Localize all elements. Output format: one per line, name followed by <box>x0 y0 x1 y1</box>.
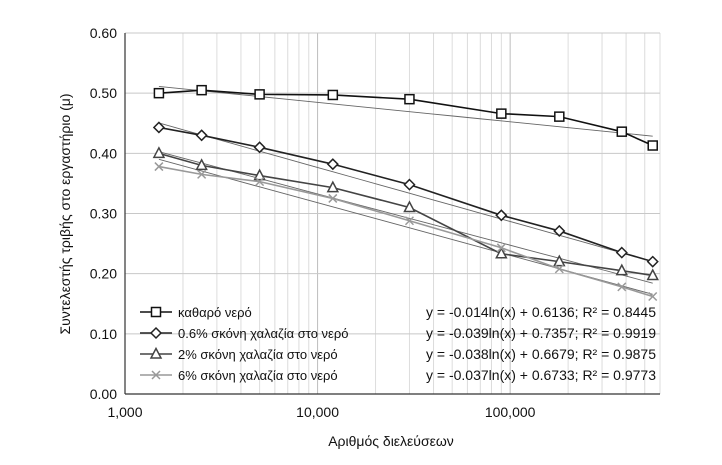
data-point-square <box>254 89 265 100</box>
x-stroke <box>617 282 627 292</box>
legend-item: καθαρό νερό y = -0.014ln(x) + 0.6136; R² … <box>140 304 656 320</box>
x-stroke <box>328 193 338 203</box>
trendline-equation: y = -0.039ln(x) + 0.7357; R² = 0.9919 <box>426 325 656 341</box>
y-tick-labels: 0.00 0.10 0.20 0.30 0.40 0.50 0.60 <box>90 25 117 402</box>
series-line <box>158 126 653 263</box>
y-tick-label: 0.50 <box>90 85 117 101</box>
trendline <box>158 85 653 137</box>
data-point-diamond <box>326 158 339 171</box>
data-point-triangle <box>615 263 629 276</box>
data-point-triangle <box>149 346 163 359</box>
trendlines <box>158 85 653 295</box>
y-tick-label: 0.20 <box>90 266 117 282</box>
x-stroke <box>151 370 161 380</box>
series <box>153 84 658 151</box>
data-point-x <box>197 169 207 179</box>
data-point-x <box>404 216 414 226</box>
y-tick-label: 0.40 <box>90 145 117 161</box>
data-point-square <box>404 93 415 105</box>
x-stroke <box>496 243 506 253</box>
data-point-triangle <box>646 268 659 281</box>
y-axis-label: Συντελεστής τριβής στο εργαστήριο (μ) <box>57 93 73 334</box>
y-tick-label: 0.00 <box>90 386 117 402</box>
data-point-diamond <box>149 326 163 340</box>
x-tick-label: 10,000 <box>296 404 339 420</box>
data-point-square <box>647 140 658 151</box>
data-point-square <box>554 111 565 122</box>
data-point-x <box>648 291 658 302</box>
data-point-diamond <box>495 209 508 222</box>
x-stroke <box>197 169 207 179</box>
data-point-square <box>196 84 207 96</box>
y-tick-label: 0.30 <box>90 206 117 222</box>
data-point-triangle <box>152 146 166 159</box>
data-point-x <box>328 193 338 203</box>
x-stroke <box>154 162 164 172</box>
series <box>152 146 659 281</box>
data-point-diamond <box>253 141 266 154</box>
series-line <box>158 152 653 277</box>
series <box>152 121 659 268</box>
series-lines <box>152 84 659 302</box>
trendline-equation: y = -0.037ln(x) + 0.6733; R² = 0.9773 <box>426 367 656 383</box>
x-stroke <box>255 177 265 187</box>
x-tick-label: 100,000 <box>485 404 536 420</box>
data-point-x <box>496 243 506 253</box>
y-tick-label: 0.60 <box>90 25 117 41</box>
legend: καθαρό νερό y = -0.014ln(x) + 0.6136; R² … <box>140 304 656 383</box>
data-point-x <box>255 177 265 187</box>
trendline <box>158 122 653 262</box>
data-point-diamond <box>152 121 165 134</box>
trendline-equation: y = -0.038ln(x) + 0.6679; R² = 0.9875 <box>426 346 656 362</box>
data-point-x <box>151 370 161 380</box>
data-point-diamond <box>646 255 659 268</box>
x-stroke <box>404 216 414 226</box>
data-point-square <box>153 87 165 99</box>
data-point-diamond <box>403 178 416 191</box>
legend-label: 0.6% σκόνη χαλαζία στο νερό <box>178 326 348 341</box>
data-point-triangle <box>495 246 508 259</box>
x-tick-labels: 1,000 10,000 100,000 <box>107 404 535 420</box>
y-tick-label: 0.10 <box>90 326 117 342</box>
legend-item: 2% σκόνη χαλαζία στο νερό y = -0.038ln(x)… <box>140 346 656 362</box>
data-point-triangle <box>326 180 340 193</box>
data-point-x <box>154 162 164 172</box>
data-point-triangle <box>403 200 416 213</box>
data-point-triangle <box>253 168 266 181</box>
legend-label: καθαρό νερό <box>178 305 252 320</box>
data-point-x <box>554 264 564 274</box>
data-point-triangle <box>553 254 566 267</box>
legend-label: 6% σκόνη χαλαζία στο νερό <box>178 368 338 383</box>
axes <box>124 33 660 395</box>
data-point-square <box>496 108 507 119</box>
legend-item: 0.6% σκόνη χαλαζία στο νερό y = -0.039ln(… <box>140 325 656 341</box>
data-point-square <box>327 89 339 101</box>
x-axis-label: Αριθμός διελεύσεων <box>328 433 454 449</box>
series <box>154 162 658 302</box>
x-tick-label: 1,000 <box>107 404 142 420</box>
data-point-diamond <box>553 224 566 238</box>
data-point-square <box>616 126 628 137</box>
data-point-triangle <box>195 158 208 171</box>
data-point-square <box>150 306 162 318</box>
trendline-equation: y = -0.014ln(x) + 0.6136; R² = 0.8445 <box>426 304 656 320</box>
x-stroke <box>554 264 564 274</box>
x-stroke <box>648 291 658 302</box>
legend-label: 2% σκόνη χαλαζία στο νερό <box>178 347 338 362</box>
data-point-diamond <box>195 129 208 142</box>
data-point-x <box>617 282 627 292</box>
data-point-diamond <box>615 246 628 259</box>
legend-item: 6% σκόνη χαλαζία στο νερό y = -0.037ln(x)… <box>140 367 656 383</box>
